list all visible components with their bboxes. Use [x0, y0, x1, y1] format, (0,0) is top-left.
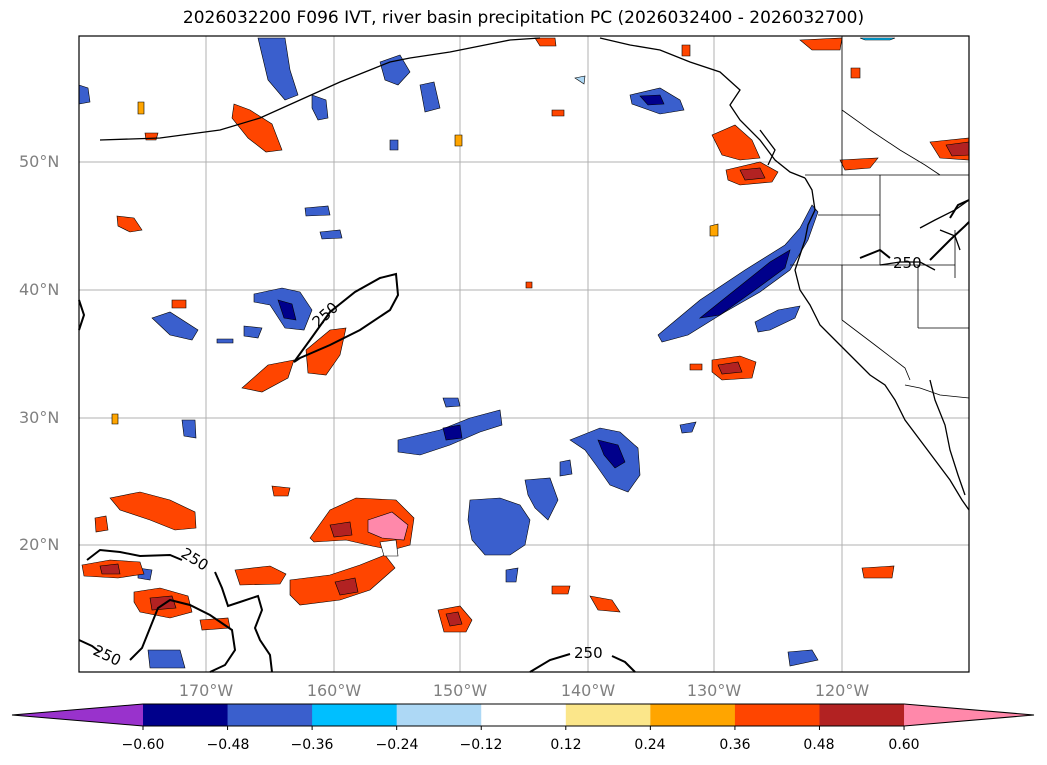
colorbar-segment — [396, 704, 482, 726]
lat-label: 40°N — [19, 280, 60, 299]
colorbar-tick-label: 0.48 — [803, 737, 835, 753]
lon-label: 140°W — [560, 681, 616, 700]
lon-label: 120°W — [814, 681, 870, 700]
colorbar-tick-label: 0.24 — [634, 737, 666, 753]
colorbar-segment — [565, 704, 651, 726]
contour-label-250: 250 — [893, 254, 922, 272]
colorbar-tick-label: −0.24 — [375, 737, 419, 753]
lon-label: 130°W — [686, 681, 742, 700]
colorbar-tick-label: 0.36 — [719, 737, 751, 753]
negative-precip-regions — [78, 37, 896, 669]
colorbar-tick-label: −0.12 — [459, 737, 503, 753]
lon-label: 160°W — [306, 681, 362, 700]
colorbar-tick-label: −0.36 — [290, 737, 334, 753]
lat-label: 20°N — [19, 535, 60, 554]
colorbar-tick-label: −0.60 — [121, 737, 165, 753]
colorbar-tick-label: 0.12 — [550, 737, 582, 753]
lon-label: 150°W — [432, 681, 488, 700]
colorbar-segment — [819, 704, 905, 726]
colorbar-segment — [12, 704, 143, 726]
colorbar-segment — [227, 704, 313, 726]
map-frame — [78, 35, 970, 673]
map-title: 2026032200 F096 IVT, river basin precipi… — [182, 8, 865, 28]
colorbar-segment — [481, 704, 567, 726]
positive-precip-regions — [81, 37, 970, 633]
lon-label: 170°W — [178, 681, 234, 700]
colorbar-segment — [312, 704, 398, 726]
colorbar-segment — [904, 704, 1034, 726]
contour-label-250: 250 — [574, 644, 603, 662]
colorbar-tick-label: 0.60 — [888, 737, 920, 753]
ivt-contours — [78, 199, 970, 673]
lat-label: 30°N — [19, 408, 60, 427]
colorbar — [11, 703, 1035, 730]
colorbar-segment — [734, 704, 820, 726]
colorbar-tick-label: −0.48 — [206, 737, 250, 753]
colorbar-segment — [650, 704, 736, 726]
lat-label: 50°N — [19, 152, 60, 171]
colorbar-segment — [143, 704, 229, 726]
